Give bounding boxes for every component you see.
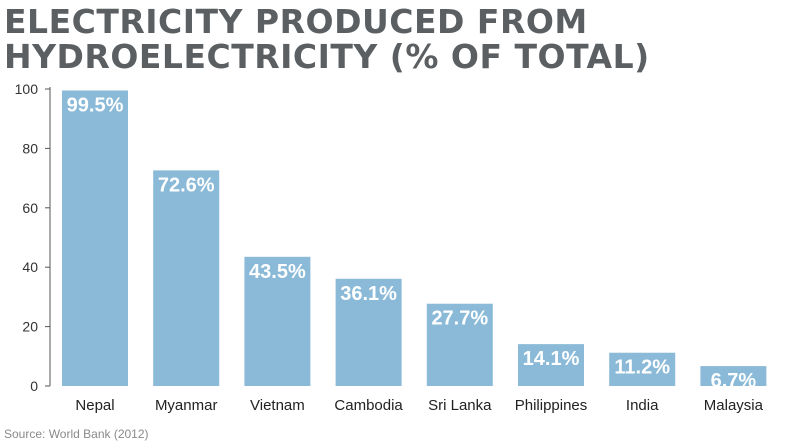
source-note: Source: World Bank (2012) [4, 427, 149, 441]
bar-vietnam [244, 256, 311, 386]
x-category-label: Malaysia [704, 397, 764, 414]
y-tick-label: 20 [22, 319, 38, 335]
x-category-label: Cambodia [334, 397, 403, 414]
data-label: 36.1% [340, 283, 397, 305]
bar-myanmar [153, 170, 220, 386]
data-label: 11.2% [614, 357, 670, 379]
x-category-label: India [626, 397, 659, 414]
y-tick-label: 100 [15, 81, 39, 97]
data-label: 43.5% [249, 261, 306, 283]
bar-cambodia [335, 278, 402, 386]
x-category-label: Philippines [515, 397, 588, 414]
bar-philippines [518, 344, 584, 386]
chart-title: ELECTRICITY PRODUCED FROM HYDROELECTRICI… [4, 4, 744, 74]
chart-title-line-1: ELECTRICITY PRODUCED FROM [4, 2, 588, 41]
bar-nepal [62, 90, 128, 387]
data-label: 99.5% [67, 94, 124, 116]
bar-sri-lanka [426, 303, 493, 386]
data-label: 27.7% [431, 308, 488, 330]
y-tick-label: 40 [22, 259, 38, 275]
bar-india [609, 352, 676, 386]
x-category-label: Sri Lanka [428, 397, 492, 414]
y-tick-label: 80 [22, 140, 38, 156]
y-tick-label: 60 [22, 200, 38, 216]
data-label: 6.7% [711, 370, 757, 392]
bar-malaysia [700, 366, 767, 386]
data-label: 14.1% [523, 348, 580, 370]
x-category-label: Myanmar [155, 397, 218, 414]
chart-title-line-2: HYDROELECTRICITY (% OF TOTAL) [4, 37, 650, 76]
data-label: 72.6% [158, 174, 215, 196]
x-category-label: Vietnam [250, 397, 305, 414]
x-category-label: Nepal [75, 397, 114, 414]
y-tick-label: 0 [30, 378, 38, 394]
